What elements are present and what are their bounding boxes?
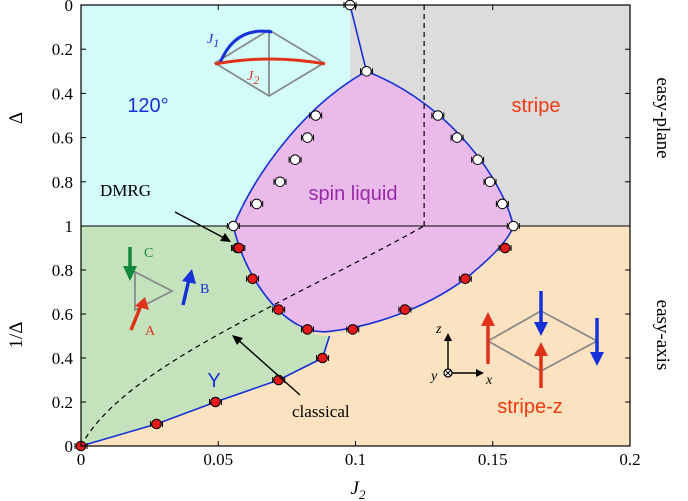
open-marker <box>251 198 262 210</box>
y-tick-label: 0.8 <box>52 173 73 192</box>
stripe-z-spin-arrowhead <box>590 352 604 366</box>
annotation-arrow <box>235 337 301 396</box>
region-label-spin-liquid: spin liquid <box>309 183 398 205</box>
stripe-z-spin-arrowhead <box>534 342 548 356</box>
open-marker <box>484 176 496 188</box>
region-label-stripe: stripe <box>512 95 561 117</box>
x-tick-label: 0 <box>77 450 86 469</box>
y-tick-label: 0.4 <box>52 84 74 103</box>
y-tick-label: 0.6 <box>52 129 73 148</box>
y-tick-label: 0.6 <box>52 305 73 324</box>
region-label-y: Y <box>207 370 220 392</box>
spin-a-arrowhead <box>135 297 149 310</box>
red-marker <box>460 273 471 285</box>
annotation-arrowhead <box>220 233 231 242</box>
y-axis-label-bottom: 1/Δ <box>6 322 27 349</box>
z-axis-arrowhead <box>444 333 452 341</box>
axis-label-z: z <box>435 322 442 337</box>
annotation-arrowhead <box>232 335 243 345</box>
red-marker <box>151 418 162 430</box>
y-tick-label: 0.2 <box>52 393 73 412</box>
spin-label-c: C <box>144 246 153 261</box>
region-label-stripe-z: stripe-z <box>497 396 563 418</box>
x-tick-label: 0.2 <box>619 450 640 469</box>
region-label-120: 120° <box>127 95 168 117</box>
stripe-z-spin-arrowhead <box>534 322 548 336</box>
y-tick-label: 0.4 <box>52 349 74 368</box>
x-tick-label: 0.15 <box>478 450 508 469</box>
open-marker <box>228 220 239 232</box>
j2-label: J2 <box>247 69 259 87</box>
stripe-z-spin-arrowhead <box>481 312 495 326</box>
red-marker <box>210 396 221 408</box>
open-marker <box>497 198 508 210</box>
red-marker <box>302 324 313 335</box>
spin-b-arrowhead <box>182 269 196 284</box>
open-marker <box>451 132 463 143</box>
boundary-line <box>349 4 368 72</box>
spin-a-arrow <box>129 302 144 331</box>
boundary-line <box>366 70 515 227</box>
side-label-easy-plane: easy-plane <box>652 77 673 158</box>
red-marker <box>273 304 284 315</box>
j1-label-sub: 1 <box>213 36 219 50</box>
j1-label: J1 <box>207 32 219 50</box>
x-axis-label-sub: 2 <box>359 487 366 501</box>
boundary-line <box>232 225 515 333</box>
side-label-easy-axis: easy-axis <box>652 300 673 371</box>
red-marker <box>233 242 245 254</box>
annotation-dmrg: DMRG <box>100 181 151 200</box>
annotation-classical: classical <box>292 402 350 421</box>
y-axis-cross <box>444 369 452 377</box>
j2-label-sub: 2 <box>253 73 259 87</box>
j2-bond <box>214 57 326 66</box>
annotation-arrow <box>174 211 229 241</box>
red-marker <box>317 352 328 364</box>
y-tick-label: 0.8 <box>52 261 73 280</box>
spin-c-arrowhead <box>123 266 137 281</box>
spin-label-a: A <box>145 324 156 339</box>
open-marker <box>432 110 444 121</box>
red-marker <box>499 242 511 254</box>
open-marker <box>508 220 519 232</box>
x-axis-arrowhead <box>476 369 484 377</box>
open-marker <box>361 66 372 77</box>
region-y-fill <box>81 226 330 446</box>
red-marker <box>247 273 258 285</box>
j1-bond <box>218 29 273 64</box>
axis-label-y: y <box>429 369 438 384</box>
boundary-line <box>232 70 367 227</box>
open-marker <box>289 154 301 165</box>
open-marker <box>472 154 483 165</box>
spin-triangle <box>134 270 174 312</box>
y-tick-label: 0 <box>65 0 74 15</box>
spin-label-b: B <box>200 282 209 297</box>
x-tick-label: 0.1 <box>345 450 366 469</box>
y-axis-label-top: Δ <box>6 112 27 124</box>
y-tick-label: 0.2 <box>52 40 73 59</box>
open-marker <box>302 132 313 143</box>
open-marker <box>274 176 286 188</box>
y-tick-label: 1 <box>65 217 74 236</box>
x-tick-label: 0.05 <box>203 450 233 469</box>
open-marker <box>310 110 321 121</box>
axis-label-x: x <box>485 373 493 388</box>
classical-dashed-line <box>80 225 425 447</box>
y-tick-label: 0 <box>65 437 74 456</box>
red-marker <box>399 304 411 315</box>
red-marker <box>347 324 359 335</box>
x-axis-label: J2 <box>351 478 366 501</box>
